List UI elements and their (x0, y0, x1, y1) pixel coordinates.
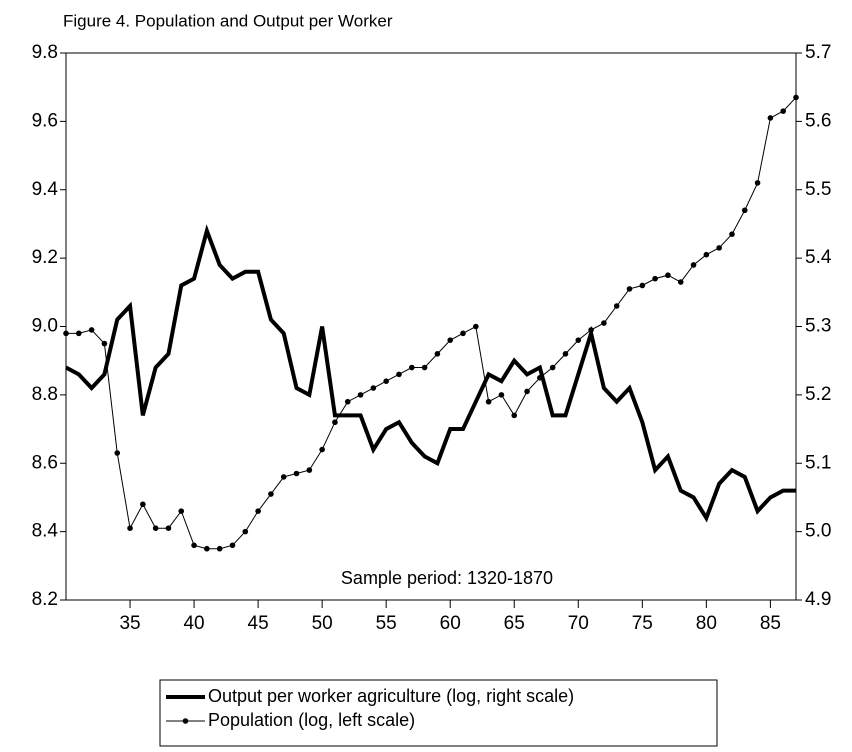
point (639, 282, 646, 289)
y-tick-label: 9.8 (32, 42, 58, 63)
y-tick-label: 8.8 (32, 384, 58, 405)
point (793, 94, 799, 101)
point (780, 108, 786, 114)
point (370, 385, 377, 391)
point (601, 320, 607, 326)
y-tick-label: 8.2 (32, 589, 58, 610)
point (293, 470, 300, 477)
legend-label: Output per worker agriculture (log, righ… (208, 686, 574, 706)
annotation: Sample period: 1320-1870 (341, 568, 553, 588)
chart-title: Figure 4. Population and Output per Work… (63, 11, 393, 30)
y2-tick-label: 5.7 (805, 42, 831, 63)
point (562, 351, 569, 357)
point (152, 525, 159, 532)
series-line (65, 224, 796, 523)
y-tick-label: 8.4 (32, 521, 59, 542)
point (460, 330, 466, 337)
point (114, 450, 121, 456)
y-tick-label: 9.2 (32, 247, 58, 268)
point (588, 327, 594, 333)
x-tick-label: 75 (632, 613, 653, 634)
point (140, 501, 146, 508)
x-tick-label: 85 (760, 613, 781, 634)
point (485, 398, 492, 405)
x-tick-label: 40 (183, 613, 204, 634)
point (383, 378, 389, 385)
point (524, 388, 530, 395)
legend-marker (182, 718, 189, 724)
y2-tick-label: 5.3 (805, 316, 831, 337)
point (754, 180, 761, 186)
point (344, 398, 351, 405)
point (665, 272, 671, 279)
point (575, 337, 582, 343)
point (537, 374, 543, 381)
y2-tick-label: 5.0 (805, 521, 831, 542)
point (101, 340, 108, 347)
point (626, 286, 633, 292)
point (434, 351, 441, 357)
point (127, 525, 133, 532)
legend-label: Population (log, left scale) (208, 710, 415, 730)
series-line (66, 97, 797, 550)
point (677, 279, 684, 285)
point (280, 474, 287, 480)
x-tick-label: 70 (568, 613, 589, 634)
point (357, 392, 364, 398)
point (613, 303, 620, 309)
point (767, 115, 774, 121)
point (332, 419, 338, 426)
y2-tick-label: 5.4 (805, 247, 832, 268)
x-tick-label: 65 (504, 613, 525, 634)
point (242, 528, 249, 535)
point (703, 251, 710, 258)
y2-tick-label: 4.9 (805, 589, 831, 610)
point (447, 337, 454, 343)
x-tick-label: 45 (248, 613, 269, 634)
x-tick-label: 35 (119, 613, 140, 634)
point (268, 491, 274, 497)
point (690, 262, 697, 268)
point (511, 412, 518, 419)
y2-tick-label: 5.6 (805, 110, 831, 131)
y-tick-label: 9.0 (32, 316, 58, 337)
point (229, 542, 236, 549)
point (408, 364, 415, 371)
point (319, 446, 325, 453)
point (396, 371, 402, 378)
point (63, 330, 69, 337)
y-tick-label: 9.6 (32, 110, 58, 131)
x-tick-label: 55 (376, 613, 397, 634)
y2-tick-label: 5.1 (805, 452, 831, 473)
point (473, 323, 479, 330)
x-tick-label: 60 (440, 613, 461, 634)
point (421, 364, 428, 371)
point (729, 231, 735, 237)
x-tick-label: 50 (312, 613, 333, 634)
x-tick-label: 80 (696, 613, 717, 634)
y2-tick-label: 5.2 (805, 384, 831, 405)
y-tick-label: 8.6 (32, 452, 58, 473)
point (741, 207, 748, 214)
point (498, 392, 505, 398)
point (549, 364, 556, 371)
point (216, 545, 223, 552)
point (178, 508, 185, 514)
point (165, 525, 172, 532)
y2-tick-label: 5.5 (805, 179, 831, 200)
point (255, 508, 261, 514)
point (191, 542, 197, 549)
point (88, 327, 95, 333)
point (76, 330, 82, 337)
point (306, 467, 313, 473)
y-tick-label: 9.4 (32, 179, 59, 200)
point (716, 245, 722, 251)
point (204, 545, 210, 552)
legend-box (159, 679, 718, 747)
point (652, 275, 658, 282)
